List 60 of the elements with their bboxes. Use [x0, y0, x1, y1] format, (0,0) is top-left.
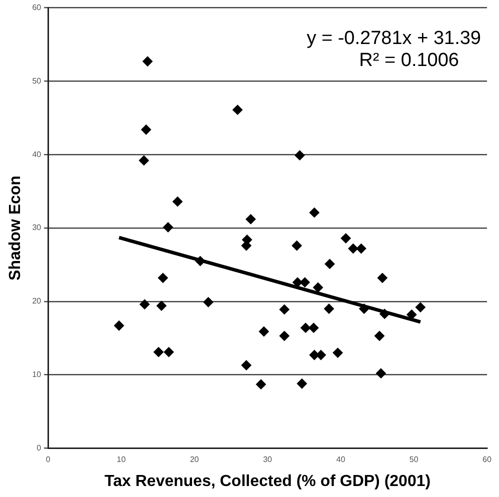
point — [142, 56, 153, 66]
annotation: R² = 0.1006 — [359, 50, 459, 71]
point — [313, 282, 324, 292]
point — [324, 304, 334, 314]
point — [246, 214, 256, 224]
y-tick-label: 30 — [32, 223, 42, 232]
x-tick-label: 40 — [336, 455, 346, 464]
point — [415, 302, 426, 312]
point — [156, 300, 166, 311]
point — [359, 304, 370, 314]
point — [292, 240, 302, 251]
x-tick-label: 0 — [46, 455, 51, 464]
y-tick-label: 60 — [32, 3, 42, 12]
point — [140, 299, 150, 310]
point — [332, 348, 343, 358]
point — [154, 347, 164, 358]
point — [324, 258, 335, 269]
point — [309, 208, 320, 218]
point — [376, 368, 386, 378]
point — [258, 326, 269, 336]
point — [141, 124, 152, 135]
point — [256, 379, 266, 390]
y-tick-label: 20 — [32, 296, 42, 306]
point — [308, 322, 319, 333]
y-axis-title: Shadow Econ — [7, 176, 24, 280]
point — [279, 330, 290, 341]
point — [163, 222, 174, 232]
y-tick-label: 40 — [32, 150, 42, 159]
point — [158, 272, 168, 283]
point — [348, 244, 358, 254]
point — [377, 272, 388, 283]
point — [406, 310, 417, 320]
x-tick-label: 10 — [116, 455, 126, 464]
point — [203, 297, 214, 308]
x-tick-label: 60 — [482, 455, 492, 464]
point — [374, 330, 384, 341]
point — [279, 304, 290, 314]
x-tick-label: 50 — [409, 455, 419, 464]
point — [195, 256, 206, 266]
x-axis-title: Tax Revenues, Collected (% of GDP) (2001) — [104, 472, 431, 490]
point — [356, 244, 366, 254]
y-tick-label: 0 — [36, 443, 42, 452]
point — [114, 320, 124, 331]
point — [164, 347, 174, 358]
point — [300, 277, 310, 288]
point — [172, 196, 183, 207]
point — [340, 233, 351, 244]
y-tick-label: 10 — [32, 370, 42, 380]
point — [294, 150, 305, 160]
point — [296, 378, 307, 389]
y-tick-label: 50 — [32, 76, 42, 86]
x-tick-label: 30 — [263, 455, 273, 464]
point — [232, 104, 243, 115]
point — [300, 322, 311, 333]
point — [380, 308, 390, 319]
point — [241, 240, 252, 251]
x-tick-label: 20 — [190, 455, 200, 464]
annotation: y = -0.2781x + 31.39 — [306, 28, 481, 49]
point — [138, 155, 149, 166]
point — [241, 360, 252, 370]
